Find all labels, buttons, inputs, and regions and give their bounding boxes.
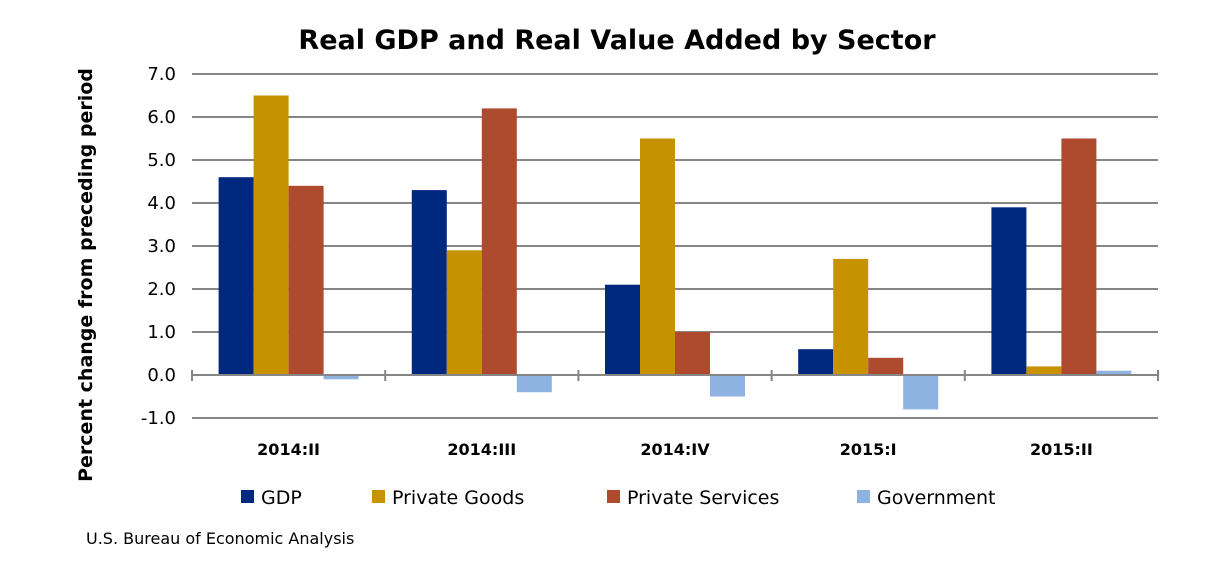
legend-swatch — [372, 490, 385, 503]
y-tick-label: 4.0 — [147, 193, 176, 214]
source-note: U.S. Bureau of Economic Analysis — [86, 529, 354, 548]
bar-private-goods — [833, 258, 869, 375]
y-tick-label: 5.0 — [147, 150, 176, 171]
legend-swatch — [607, 490, 620, 503]
y-tick-label: -1.0 — [141, 408, 176, 429]
bar-government — [1096, 370, 1132, 375]
x-tick-label: 2014:IV — [640, 440, 710, 459]
bar-gdp — [991, 207, 1027, 375]
y-tick-label: 2.0 — [147, 279, 176, 300]
legend-label: Private Goods — [392, 487, 524, 509]
x-tick-label: 2015:I — [840, 440, 897, 459]
bar-gdp — [218, 177, 254, 375]
bar-private-goods — [1026, 366, 1062, 375]
bar-private-goods — [640, 138, 675, 375]
x-tick-label: 2014:III — [447, 440, 516, 459]
bar-gdp — [411, 190, 447, 375]
bar-government — [710, 375, 745, 397]
bar-private-services — [481, 108, 517, 376]
y-tick-label: 1.0 — [147, 322, 176, 343]
bar-private-services — [868, 357, 904, 375]
y-tick-label: 7.0 — [147, 64, 176, 85]
bar-private-services — [1061, 138, 1097, 375]
bar-gdp — [605, 284, 640, 375]
bar-private-goods — [253, 95, 289, 375]
y-tick-label: 6.0 — [147, 107, 176, 128]
y-tick-label: 3.0 — [147, 236, 176, 257]
bar-government — [323, 375, 359, 380]
x-tick-label: 2015:II — [1030, 440, 1093, 459]
bar-private-services — [675, 332, 710, 375]
legend-swatch — [241, 490, 254, 503]
y-axis-label: Percent change from preceding period — [75, 68, 97, 482]
chart-title: Real GDP and Real Value Added by Sector — [298, 25, 936, 56]
bar-private-services — [288, 185, 324, 375]
bar-government — [903, 375, 939, 410]
bar-private-goods — [446, 250, 482, 375]
bar-gdp — [798, 349, 834, 375]
bar-government — [516, 375, 552, 393]
legend-swatch — [857, 490, 870, 503]
legend-label: Private Services — [627, 487, 779, 509]
legend-label: Government — [877, 487, 996, 509]
x-tick-label: 2014:II — [257, 440, 320, 459]
y-tick-label: 0.0 — [147, 365, 176, 386]
legend-label: GDP — [261, 487, 302, 509]
